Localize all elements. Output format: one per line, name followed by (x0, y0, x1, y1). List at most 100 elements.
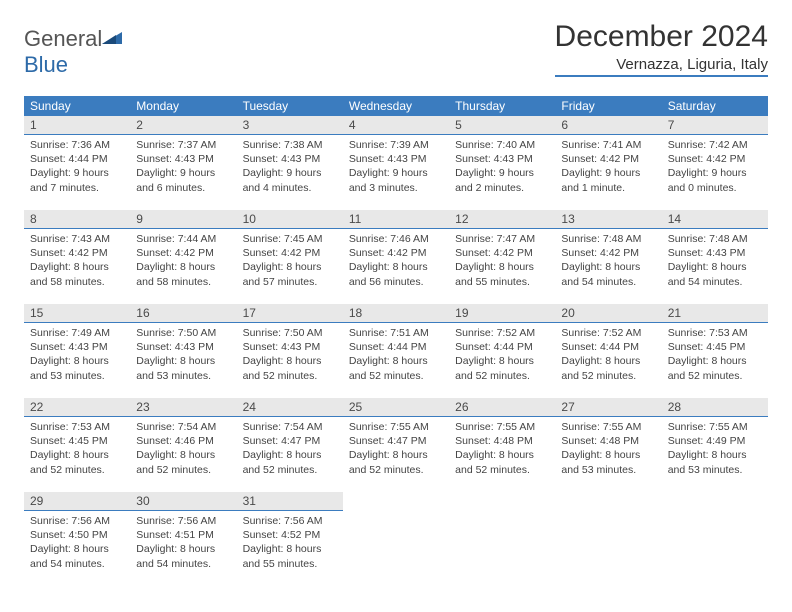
sunset-text: Sunset: 4:43 PM (30, 340, 124, 354)
sunrise-text: Sunrise: 7:47 AM (455, 232, 549, 246)
sunset-text: Sunset: 4:44 PM (561, 340, 655, 354)
daylight-text-1: Daylight: 9 hours (561, 166, 655, 180)
sunrise-text: Sunrise: 7:41 AM (561, 138, 655, 152)
day-number: 22 (24, 398, 130, 417)
logo-triangle-icon (102, 30, 122, 51)
day-info: Sunrise: 7:45 AMSunset: 4:42 PMDaylight:… (237, 229, 343, 293)
sunset-text: Sunset: 4:43 PM (455, 152, 549, 166)
daylight-text-2: and 58 minutes. (136, 275, 230, 289)
day-info: Sunrise: 7:54 AMSunset: 4:47 PMDaylight:… (237, 417, 343, 481)
sunset-text: Sunset: 4:42 PM (243, 246, 337, 260)
day-info: Sunrise: 7:56 AMSunset: 4:52 PMDaylight:… (237, 511, 343, 575)
sunset-text: Sunset: 4:43 PM (243, 152, 337, 166)
day-info: Sunrise: 7:52 AMSunset: 4:44 PMDaylight:… (555, 323, 661, 387)
calendar-day: 14Sunrise: 7:48 AMSunset: 4:43 PMDayligh… (662, 210, 768, 296)
daylight-text-2: and 56 minutes. (349, 275, 443, 289)
day-number: 2 (130, 116, 236, 135)
daylight-text-2: and 58 minutes. (30, 275, 124, 289)
daylight-text-2: and 4 minutes. (243, 181, 337, 195)
calendar-week: 29Sunrise: 7:56 AMSunset: 4:50 PMDayligh… (24, 492, 768, 578)
day-info: Sunrise: 7:47 AMSunset: 4:42 PMDaylight:… (449, 229, 555, 293)
calendar-week: 22Sunrise: 7:53 AMSunset: 4:45 PMDayligh… (24, 398, 768, 484)
day-info: Sunrise: 7:40 AMSunset: 4:43 PMDaylight:… (449, 135, 555, 199)
day-info: Sunrise: 7:39 AMSunset: 4:43 PMDaylight:… (343, 135, 449, 199)
daylight-text-2: and 54 minutes. (561, 275, 655, 289)
logo-word1: General (24, 26, 102, 51)
header: General Blue December 2024 Vernazza, Lig… (24, 20, 768, 78)
day-info: Sunrise: 7:50 AMSunset: 4:43 PMDaylight:… (130, 323, 236, 387)
daylight-text-2: and 53 minutes. (561, 463, 655, 477)
calendar-day: 24Sunrise: 7:54 AMSunset: 4:47 PMDayligh… (237, 398, 343, 484)
daylight-text-1: Daylight: 8 hours (136, 354, 230, 368)
day-info: Sunrise: 7:55 AMSunset: 4:48 PMDaylight:… (449, 417, 555, 481)
day-number: 16 (130, 304, 236, 323)
daylight-text-2: and 52 minutes. (243, 463, 337, 477)
sunset-text: Sunset: 4:45 PM (30, 434, 124, 448)
day-number: 8 (24, 210, 130, 229)
daylight-text-2: and 52 minutes. (243, 369, 337, 383)
day-info: Sunrise: 7:38 AMSunset: 4:43 PMDaylight:… (237, 135, 343, 199)
day-number: 12 (449, 210, 555, 229)
sunset-text: Sunset: 4:42 PM (136, 246, 230, 260)
day-number: 23 (130, 398, 236, 417)
day-number: 24 (237, 398, 343, 417)
sunrise-text: Sunrise: 7:56 AM (136, 514, 230, 528)
day-number: 6 (555, 116, 661, 135)
day-number: 3 (237, 116, 343, 135)
calendar-day: 23Sunrise: 7:54 AMSunset: 4:46 PMDayligh… (130, 398, 236, 484)
calendar-day: 1Sunrise: 7:36 AMSunset: 4:44 PMDaylight… (24, 116, 130, 202)
weekday-friday: Friday (555, 96, 661, 116)
sunrise-text: Sunrise: 7:48 AM (561, 232, 655, 246)
calendar-day: 31Sunrise: 7:56 AMSunset: 4:52 PMDayligh… (237, 492, 343, 578)
day-info: Sunrise: 7:56 AMSunset: 4:50 PMDaylight:… (24, 511, 130, 575)
daylight-text-1: Daylight: 8 hours (561, 448, 655, 462)
daylight-text-1: Daylight: 8 hours (455, 448, 549, 462)
calendar-day (343, 492, 449, 578)
calendar-day (449, 492, 555, 578)
sunrise-text: Sunrise: 7:56 AM (243, 514, 337, 528)
day-number: 31 (237, 492, 343, 511)
sunset-text: Sunset: 4:42 PM (349, 246, 443, 260)
daylight-text-2: and 52 minutes. (30, 463, 124, 477)
calendar-day: 6Sunrise: 7:41 AMSunset: 4:42 PMDaylight… (555, 116, 661, 202)
sunset-text: Sunset: 4:47 PM (243, 434, 337, 448)
daylight-text-2: and 53 minutes. (136, 369, 230, 383)
sunset-text: Sunset: 4:43 PM (243, 340, 337, 354)
sunset-text: Sunset: 4:51 PM (136, 528, 230, 542)
sunrise-text: Sunrise: 7:50 AM (243, 326, 337, 340)
day-number: 18 (343, 304, 449, 323)
calendar-day: 10Sunrise: 7:45 AMSunset: 4:42 PMDayligh… (237, 210, 343, 296)
calendar-day: 7Sunrise: 7:42 AMSunset: 4:42 PMDaylight… (662, 116, 768, 202)
daylight-text-1: Daylight: 8 hours (668, 260, 762, 274)
day-info: Sunrise: 7:53 AMSunset: 4:45 PMDaylight:… (24, 417, 130, 481)
calendar-day: 29Sunrise: 7:56 AMSunset: 4:50 PMDayligh… (24, 492, 130, 578)
calendar-day (555, 492, 661, 578)
daylight-text-1: Daylight: 8 hours (136, 542, 230, 556)
sunrise-text: Sunrise: 7:55 AM (455, 420, 549, 434)
sunrise-text: Sunrise: 7:49 AM (30, 326, 124, 340)
day-info: Sunrise: 7:41 AMSunset: 4:42 PMDaylight:… (555, 135, 661, 199)
daylight-text-1: Daylight: 8 hours (668, 354, 762, 368)
weekday-monday: Monday (130, 96, 236, 116)
calendar-week: 8Sunrise: 7:43 AMSunset: 4:42 PMDaylight… (24, 210, 768, 296)
day-number: 14 (662, 210, 768, 229)
day-info: Sunrise: 7:52 AMSunset: 4:44 PMDaylight:… (449, 323, 555, 387)
calendar-day: 22Sunrise: 7:53 AMSunset: 4:45 PMDayligh… (24, 398, 130, 484)
daylight-text-1: Daylight: 9 hours (455, 166, 549, 180)
calendar-day: 18Sunrise: 7:51 AMSunset: 4:44 PMDayligh… (343, 304, 449, 390)
calendar-day: 19Sunrise: 7:52 AMSunset: 4:44 PMDayligh… (449, 304, 555, 390)
sunset-text: Sunset: 4:44 PM (30, 152, 124, 166)
calendar-day: 3Sunrise: 7:38 AMSunset: 4:43 PMDaylight… (237, 116, 343, 202)
sunrise-text: Sunrise: 7:51 AM (349, 326, 443, 340)
day-number: 27 (555, 398, 661, 417)
calendar-day: 15Sunrise: 7:49 AMSunset: 4:43 PMDayligh… (24, 304, 130, 390)
location: Vernazza, Liguria, Italy (555, 56, 768, 77)
daylight-text-1: Daylight: 9 hours (30, 166, 124, 180)
sunset-text: Sunset: 4:45 PM (668, 340, 762, 354)
sunset-text: Sunset: 4:44 PM (349, 340, 443, 354)
daylight-text-2: and 52 minutes. (349, 463, 443, 477)
sunrise-text: Sunrise: 7:39 AM (349, 138, 443, 152)
calendar-day (662, 492, 768, 578)
sunset-text: Sunset: 4:43 PM (668, 246, 762, 260)
daylight-text-2: and 52 minutes. (668, 369, 762, 383)
